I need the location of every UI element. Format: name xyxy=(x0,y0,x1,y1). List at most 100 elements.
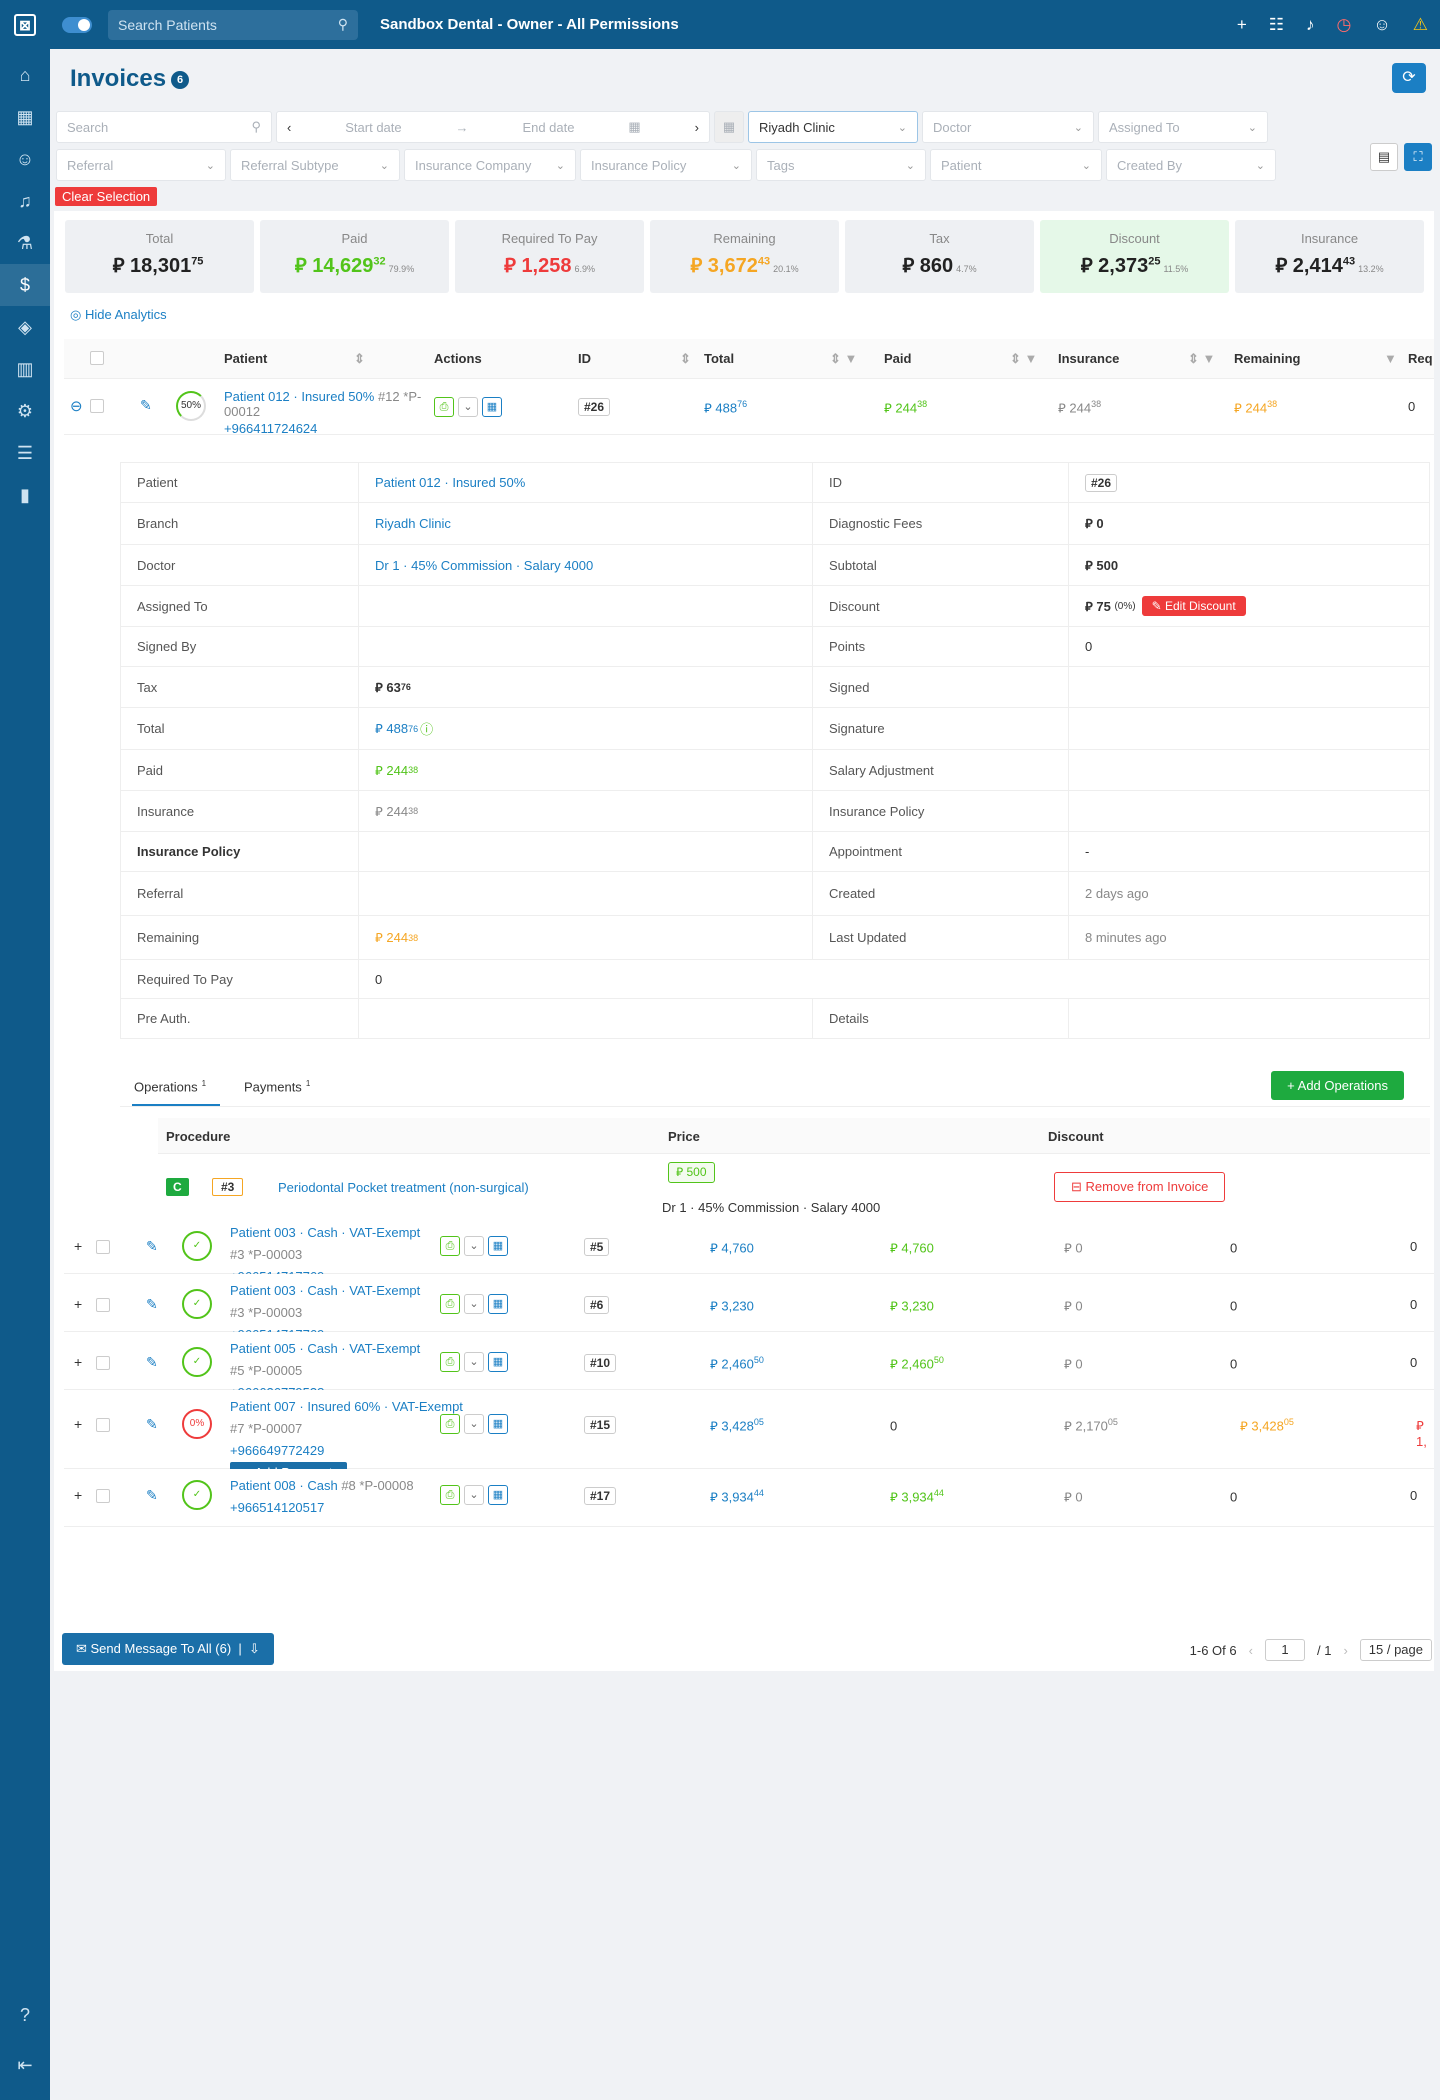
bell-icon[interactable]: ♪ xyxy=(1306,14,1315,34)
warning-icon[interactable]: ⚠ xyxy=(1412,14,1428,34)
remove-from-invoice-button[interactable]: ⊟ Remove from Invoice xyxy=(1054,1172,1226,1202)
expand-icon[interactable]: + xyxy=(74,1296,83,1312)
patient-link[interactable]: Patient 007 · Insured 60% · VAT-Exempt xyxy=(230,1399,463,1414)
select-all-checkbox[interactable] xyxy=(90,351,104,365)
qr-icon[interactable]: ▦ xyxy=(488,1236,508,1256)
page-input[interactable]: 1 xyxy=(1264,1639,1305,1661)
expand-icon[interactable]: + xyxy=(74,1238,83,1254)
home-icon[interactable]: ⌂ xyxy=(19,64,31,85)
qr-icon[interactable]: ▦ xyxy=(488,1352,508,1372)
detail-patient-link[interactable]: Patient 012 · Insured 50% xyxy=(359,463,813,502)
col-total[interactable]: Total xyxy=(704,351,735,366)
table-row[interactable]: + ✎ 0% Patient 007 · Insured 60% · VAT-E… xyxy=(64,1390,1434,1483)
edit-discount-button[interactable]: ✎ Edit Discount xyxy=(1141,596,1246,616)
print-icon[interactable]: ⎙ xyxy=(440,1485,460,1505)
print-icon[interactable]: ⎙ xyxy=(440,1352,460,1372)
date-range-picker[interactable]: ‹ Start date → End date ▦ › xyxy=(276,111,710,143)
inventory-icon[interactable]: ◈ xyxy=(18,316,32,337)
chart-icon[interactable]: ▮ xyxy=(20,484,30,505)
plus-icon[interactable]: + xyxy=(1236,14,1247,34)
clear-selection-button[interactable]: Clear Selection xyxy=(55,187,158,206)
chevron-down-icon[interactable]: ⌄ xyxy=(458,397,478,417)
help-icon[interactable]: ? xyxy=(19,2004,30,2025)
send-message-all-button[interactable]: ✉ Send Message To All (6) | ⇩ xyxy=(62,1633,274,1665)
edit-icon[interactable]: ✎ xyxy=(146,1296,158,1312)
referral-select[interactable]: Referral ⌄ xyxy=(56,149,226,181)
refresh-button[interactable]: ⟳ xyxy=(1392,63,1426,93)
patient-search-input[interactable]: Search Patients ⚲ xyxy=(108,9,358,40)
info-icon[interactable]: ⓘ xyxy=(420,722,434,737)
tab-operations[interactable]: Operations 1 xyxy=(132,1079,221,1107)
print-icon[interactable]: ⎙ xyxy=(440,1414,460,1434)
clinic-select[interactable]: Riyadh Clinic ⌄ xyxy=(748,111,918,143)
invoices-icon[interactable]: $ xyxy=(0,264,50,306)
clock-icon[interactable]: ◷ xyxy=(1336,14,1352,34)
edit-icon[interactable]: ✎ xyxy=(146,1238,158,1254)
patient-link[interactable]: Patient 005 · Cash · VAT-Exempt xyxy=(230,1341,421,1356)
prev-page-icon[interactable]: ‹ xyxy=(1248,1642,1253,1658)
hide-analytics-link[interactable]: ◎ Hide Analytics xyxy=(70,307,167,322)
col-paid[interactable]: Paid xyxy=(884,351,912,366)
logo[interactable]: ⊠ xyxy=(14,14,36,36)
chevron-down-icon[interactable]: ⌄ xyxy=(464,1414,484,1434)
edit-icon[interactable]: ✎ xyxy=(146,1354,158,1370)
gear-icon[interactable]: ⚙ xyxy=(16,400,34,421)
patient-phone[interactable]: +966514120517 xyxy=(230,1500,325,1515)
expand-icon[interactable]: + xyxy=(74,1487,83,1503)
calendar-button[interactable]: ▦ xyxy=(714,111,744,143)
lab-icon[interactable]: ⚗ xyxy=(16,232,34,253)
assigned-to-select[interactable]: Assigned To ⌄ xyxy=(1098,111,1268,143)
row-checkbox[interactable] xyxy=(90,399,104,413)
patient-phone[interactable]: +966649772429 xyxy=(230,1443,325,1458)
invoice-id[interactable]: #15 xyxy=(584,1416,617,1434)
table-row[interactable]: + ✎ ✓ Patient 003 · Cash · VAT-Exempt #3 … xyxy=(64,1274,1434,1342)
print-icon[interactable]: ⎙ xyxy=(434,397,454,417)
row-checkbox[interactable] xyxy=(96,1240,110,1254)
edit-icon[interactable]: ✎ xyxy=(146,1487,158,1503)
chevron-down-icon[interactable]: ⌄ xyxy=(464,1485,484,1505)
invoice-id[interactable]: #26 xyxy=(578,398,611,416)
tab-payments[interactable]: Payments 1 xyxy=(244,1079,311,1095)
chevron-down-icon[interactable]: ⌄ xyxy=(464,1236,484,1256)
print-icon[interactable]: ⎙ xyxy=(440,1236,460,1256)
detail-branch-link[interactable]: Riyadh Clinic xyxy=(359,503,813,544)
qr-icon[interactable]: ▦ xyxy=(482,397,502,417)
col-patient[interactable]: Patient xyxy=(224,351,268,366)
next-page-icon[interactable]: › xyxy=(1343,1642,1348,1658)
patient-link[interactable]: Patient 003 · Cash · VAT-Exempt xyxy=(230,1283,421,1298)
invoice-id[interactable]: #17 xyxy=(584,1487,617,1505)
table-view-icon[interactable]: ▤ xyxy=(1370,143,1398,171)
chevron-down-icon[interactable]: ⌄ xyxy=(464,1294,484,1314)
bell-icon[interactable]: ♫ xyxy=(18,190,32,211)
referral-subtype-select[interactable]: Referral Subtype ⌄ xyxy=(230,149,400,181)
insurance-policy-select[interactable]: Insurance Policy ⌄ xyxy=(580,149,752,181)
detail-doctor-link[interactable]: Dr 1 · 45% Commission · Salary 4000 xyxy=(359,545,813,585)
tags-select[interactable]: Tags ⌄ xyxy=(756,149,926,181)
doctor-select[interactable]: Doctor ⌄ xyxy=(922,111,1094,143)
search-input[interactable]: Search ⚲ xyxy=(56,111,272,143)
reports-icon[interactable]: ☰ xyxy=(16,442,34,463)
patients-icon[interactable]: ☺ xyxy=(15,148,35,169)
col-req[interactable]: Req xyxy=(1408,351,1433,366)
table-row[interactable]: + ✎ ✓ Patient 008 · Cash #8 *P-00008 +96… xyxy=(64,1469,1434,1527)
chevron-down-icon[interactable]: ⌄ xyxy=(464,1352,484,1372)
created-by-select[interactable]: Created By ⌄ xyxy=(1106,149,1276,181)
qr-icon[interactable]: ▦ xyxy=(488,1414,508,1434)
invoice-id[interactable]: #5 xyxy=(584,1238,610,1256)
row-checkbox[interactable] xyxy=(96,1489,110,1503)
col-insurance[interactable]: Insurance xyxy=(1058,351,1120,366)
collapse-icon[interactable]: ⊖ xyxy=(70,398,83,415)
logout-icon[interactable]: ⇤ xyxy=(17,2054,33,2075)
edit-icon[interactable]: ✎ xyxy=(140,397,152,413)
building-icon[interactable]: ▥ xyxy=(16,358,34,379)
expand-view-icon[interactable]: ⛶ xyxy=(1404,143,1432,171)
edit-icon[interactable]: ✎ xyxy=(146,1416,158,1432)
qr-icon[interactable]: ▦ xyxy=(488,1294,508,1314)
patient-link[interactable]: Patient 012 · Insured 50% xyxy=(224,389,375,404)
invoice-id[interactable]: #6 xyxy=(584,1296,610,1314)
mode-toggle[interactable] xyxy=(62,16,92,33)
row-checkbox[interactable] xyxy=(96,1298,110,1312)
col-id[interactable]: ID xyxy=(578,351,591,366)
patient-link[interactable]: Patient 003 · Cash · VAT-Exempt xyxy=(230,1225,421,1240)
insurance-company-select[interactable]: Insurance Company ⌄ xyxy=(404,149,576,181)
